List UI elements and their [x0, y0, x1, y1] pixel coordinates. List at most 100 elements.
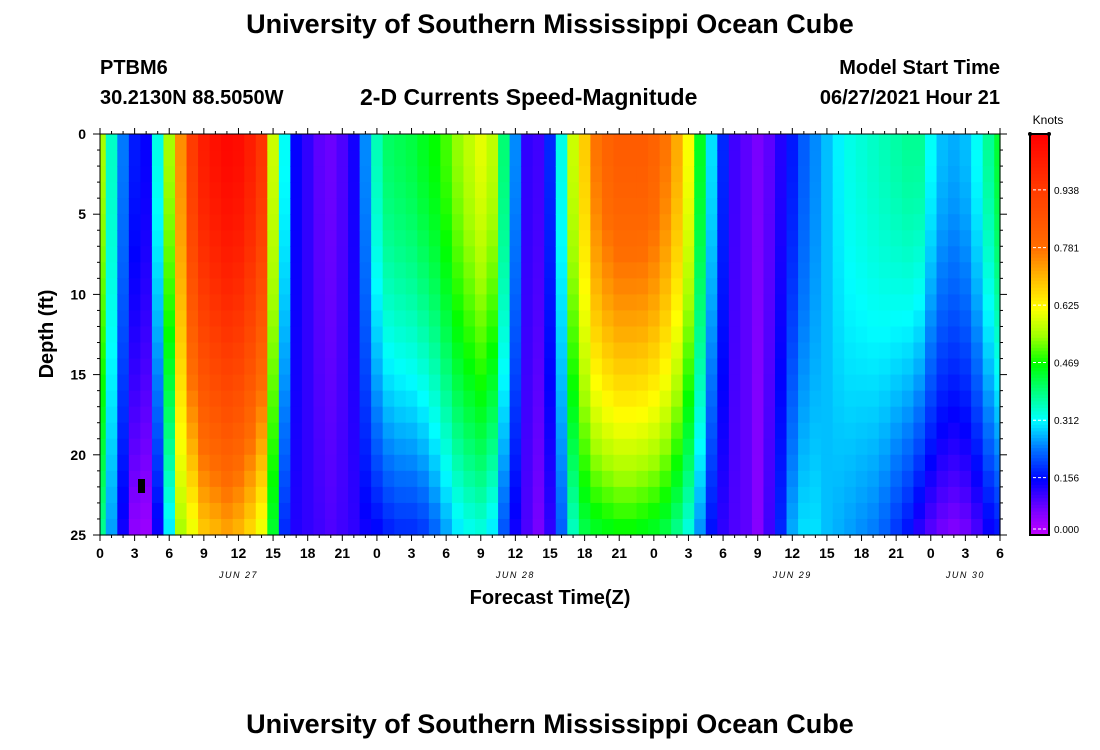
- heatmap-cell: [428, 214, 441, 231]
- heatmap-cell: [982, 390, 995, 408]
- heatmap-cell: [636, 230, 649, 247]
- heatmap-cell: [728, 406, 741, 424]
- heatmap-cell: [105, 374, 118, 392]
- heatmap-cell: [301, 342, 315, 360]
- heatmap-cell: [775, 278, 788, 295]
- heatmap-cell: [821, 518, 834, 536]
- heatmap-cell: [728, 230, 741, 247]
- heatmap-cell: [244, 278, 257, 295]
- heatmap-cell: [278, 326, 291, 344]
- heatmap-cell: [498, 438, 511, 456]
- heatmap-cell: [948, 182, 961, 199]
- heatmap-cell: [348, 390, 361, 408]
- heatmap-cell: [786, 486, 799, 504]
- heatmap-cell: [394, 246, 407, 263]
- heatmap-cell: [878, 486, 891, 504]
- heatmap-cell: [336, 230, 349, 247]
- heatmap-cell: [982, 246, 995, 263]
- heatmap-cell: [913, 134, 926, 151]
- heatmap-cell: [925, 358, 938, 376]
- heatmap-cell: [890, 438, 903, 456]
- heatmap-cell: [925, 278, 938, 295]
- heatmap-cell: [601, 310, 615, 328]
- heatmap-cell: [994, 198, 1001, 215]
- heatmap-cell: [855, 326, 868, 344]
- heatmap-cell: [486, 326, 499, 344]
- heatmap-cell: [463, 470, 476, 488]
- heatmap-cell: [221, 470, 234, 488]
- heatmap-cell: [717, 358, 730, 376]
- heatmap-cell: [740, 166, 753, 183]
- heatmap-cell: [255, 454, 268, 472]
- heatmap-cell: [613, 438, 626, 456]
- heatmap-cell: [463, 134, 476, 151]
- heatmap-cell: [440, 198, 453, 215]
- heatmap-cell: [140, 150, 153, 167]
- heatmap-cell: [832, 486, 845, 504]
- heatmap-cell: [359, 198, 372, 215]
- heatmap-cell: [994, 454, 1001, 472]
- heatmap-cell: [728, 150, 741, 167]
- heatmap-cell: [100, 502, 107, 520]
- heatmap-cell: [717, 406, 730, 424]
- heatmap-cell: [348, 198, 361, 215]
- heatmap-cell: [809, 390, 822, 408]
- heatmap-cell: [994, 470, 1001, 488]
- heatmap-cell: [982, 182, 995, 199]
- x-tick-label: 15: [819, 545, 835, 561]
- heatmap-cell: [175, 326, 188, 344]
- heatmap-cell: [821, 342, 834, 360]
- heatmap-cell: [428, 502, 441, 520]
- heatmap-cell: [128, 214, 141, 231]
- heatmap-cell: [982, 470, 995, 488]
- heatmap-cell: [544, 422, 557, 440]
- heatmap-cell: [775, 374, 788, 392]
- heatmap-cell: [832, 214, 845, 231]
- heatmap-cell: [682, 374, 695, 392]
- heatmap-cell: [705, 198, 718, 215]
- heatmap-cell: [901, 486, 915, 504]
- heatmap-cell: [382, 294, 395, 312]
- heatmap-cell: [959, 502, 972, 520]
- heatmap-cell: [809, 422, 822, 440]
- heatmap-cell: [763, 230, 776, 247]
- heatmap-cell: [498, 518, 511, 536]
- heatmap-cell: [151, 278, 165, 295]
- heatmap-cell: [751, 294, 765, 312]
- heatmap-cell: [371, 438, 384, 456]
- heatmap-cell: [809, 278, 822, 295]
- heatmap-cell: [440, 406, 453, 424]
- heatmap-cell: [428, 326, 441, 344]
- heatmap-cell: [578, 278, 591, 295]
- heatmap-cell: [590, 182, 603, 199]
- heatmap-cell: [855, 374, 868, 392]
- heatmap-cell: [348, 470, 361, 488]
- heatmap-cell: [578, 502, 591, 520]
- heatmap-cell: [567, 502, 580, 520]
- heatmap-cell: [244, 198, 257, 215]
- heatmap-cell: [590, 150, 603, 167]
- colorbar-swatch: [1030, 184, 1049, 189]
- heatmap-cell: [855, 406, 868, 424]
- heatmap-cell: [301, 310, 315, 328]
- heatmap-cell: [682, 182, 695, 199]
- heatmap-cell: [659, 262, 672, 279]
- heatmap-cell: [544, 390, 557, 408]
- heatmap-cell: [290, 518, 303, 536]
- colorbar-swatch: [1030, 271, 1049, 275]
- heatmap-cell: [705, 294, 718, 312]
- colorbar-swatch: [1030, 197, 1049, 202]
- page-footer-title: University of Southern Mississippi Ocean…: [246, 709, 854, 739]
- heatmap-cell: [855, 438, 868, 456]
- heatmap-cell: [913, 214, 926, 231]
- heatmap-cell: [232, 278, 245, 295]
- heatmap-cell: [636, 374, 649, 392]
- heatmap-cell: [705, 358, 718, 376]
- heatmap-cell: [371, 278, 384, 295]
- heatmap-cell: [625, 182, 638, 199]
- heatmap-cell: [417, 454, 430, 472]
- colorbar-swatch: [1030, 408, 1049, 412]
- heatmap-cell: [728, 214, 741, 231]
- heatmap-cell: [878, 214, 891, 231]
- heatmap-cell: [994, 358, 1001, 376]
